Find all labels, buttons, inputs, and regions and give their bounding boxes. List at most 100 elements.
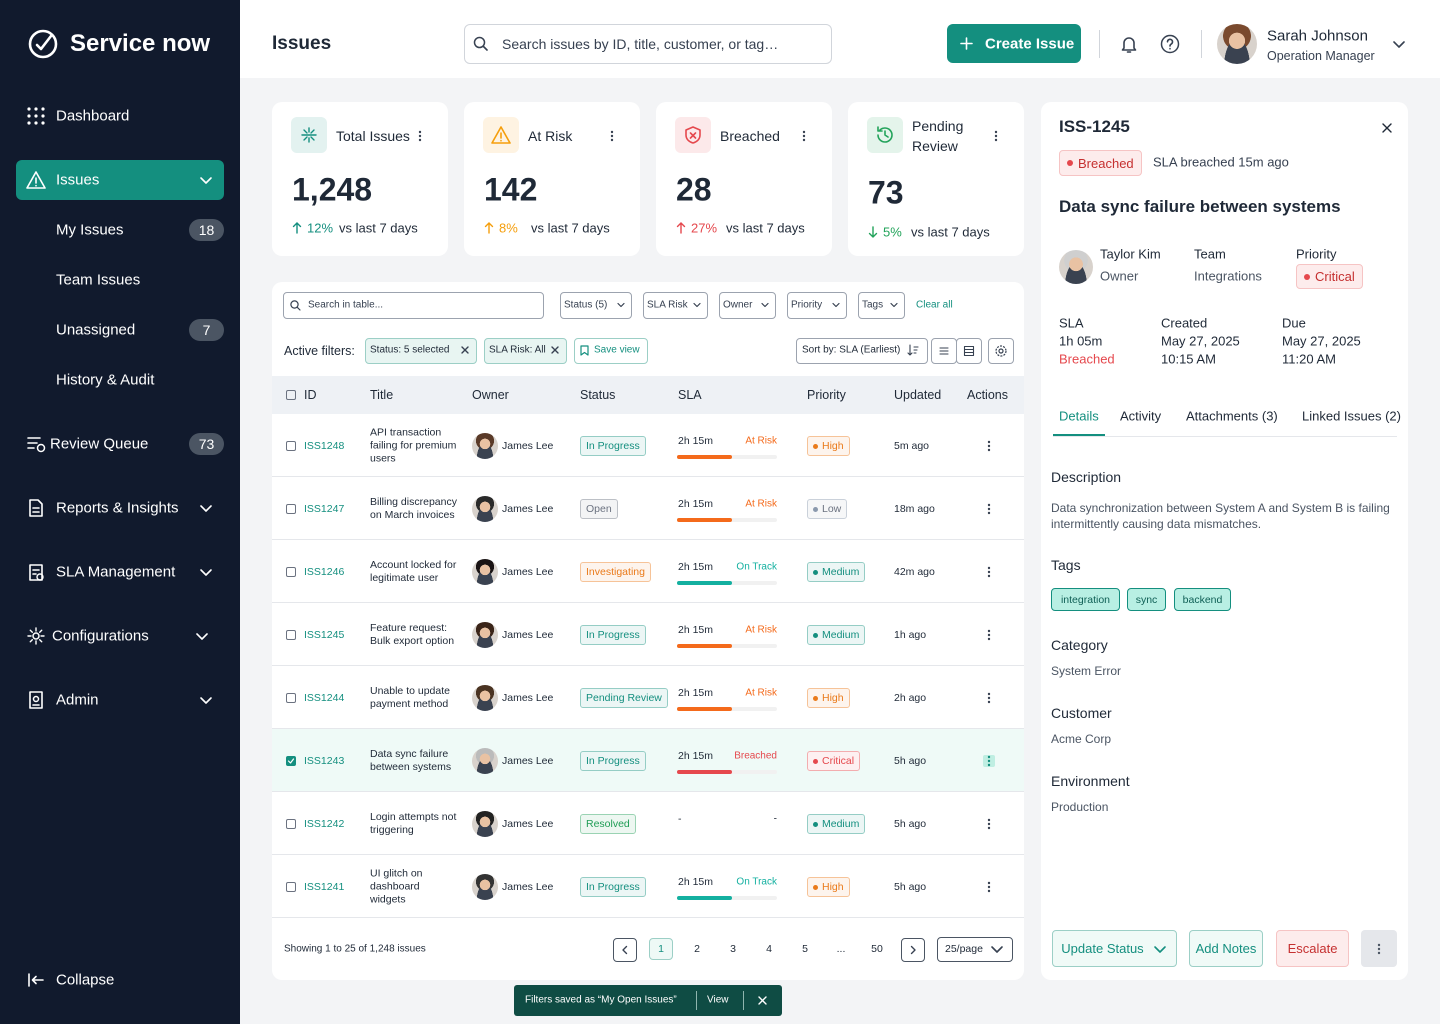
icon-part: [693, 302, 701, 308]
updated: 5m ago: [894, 440, 930, 452]
kpi-value: 142: [484, 171, 538, 208]
row-checkbox[interactable]: [286, 441, 296, 451]
table-row[interactable]: [272, 414, 1024, 477]
clear-all[interactable]: Clear all: [916, 299, 953, 311]
chip-remove[interactable]: [551, 346, 559, 354]
kpi-icon: [867, 117, 903, 153]
detail-close[interactable]: [1382, 123, 1392, 133]
row-checkbox[interactable]: [286, 882, 296, 892]
nav-subitem[interactable]: Unassigned: [56, 321, 136, 339]
row-actions[interactable]: [983, 692, 995, 704]
nav-item[interactable]: Reports & Insights: [56, 499, 179, 517]
row-checkbox[interactable]: [286, 693, 296, 703]
row-actions[interactable]: [983, 629, 995, 641]
column-header: SLA: [678, 388, 702, 402]
row-checkbox[interactable]: [286, 630, 296, 640]
kpi-menu[interactable]: [606, 130, 618, 142]
action-chevron: [1152, 941, 1168, 957]
table-row[interactable]: [272, 792, 1024, 855]
row-actions[interactable]: [983, 566, 995, 578]
filter-dropdown[interactable]: [643, 292, 708, 319]
search-box[interactable]: [464, 24, 832, 64]
table-row[interactable]: [272, 729, 1024, 792]
tab[interactable]: Activity: [1120, 408, 1162, 424]
page-button[interactable]: 5: [802, 943, 808, 955]
save-view[interactable]: [574, 338, 648, 364]
row-checkbox[interactable]: [286, 756, 296, 766]
chip-remove[interactable]: [461, 346, 469, 354]
issue-id[interactable]: ISS1245: [304, 629, 345, 641]
icon-part: [994, 138, 998, 142]
header-checkbox[interactable]: [286, 390, 296, 400]
action-button[interactable]: Add Notes: [1189, 930, 1263, 967]
tab[interactable]: Attachments (3): [1186, 408, 1278, 424]
view-toggle[interactable]: [931, 338, 957, 364]
view-toggle[interactable]: [988, 338, 1014, 364]
row-checkbox[interactable]: [286, 819, 296, 829]
page-button[interactable]: 3: [730, 943, 736, 955]
kpi-menu[interactable]: [990, 130, 1002, 142]
filter-dropdown[interactable]: [787, 292, 847, 319]
row-checkbox[interactable]: [286, 567, 296, 577]
save-view-label[interactable]: Save view: [594, 344, 640, 356]
table-row[interactable]: [272, 855, 1024, 918]
detail-section: Environment: [1051, 773, 1130, 789]
action-button[interactable]: Escalate: [1276, 930, 1349, 967]
nav-subitem[interactable]: Team Issues: [56, 271, 141, 289]
toast-action[interactable]: View: [707, 994, 729, 1006]
nav-item[interactable]: Dashboard: [56, 107, 130, 125]
icon-part: [551, 346, 559, 354]
kpi-change: 27%: [691, 220, 718, 236]
row-actions[interactable]: [983, 818, 995, 830]
page-arrow[interactable]: [901, 938, 925, 962]
page-button[interactable]: 4: [766, 943, 772, 955]
filter-dropdown[interactable]: [858, 292, 905, 319]
icon-part: [36, 573, 44, 581]
filter-dropdown[interactable]: [719, 292, 776, 319]
collapse[interactable]: Collapse: [56, 971, 115, 989]
issue-id[interactable]: ISS1243: [304, 755, 345, 767]
page-button[interactable]: 50: [871, 943, 883, 955]
table-search[interactable]: [283, 292, 544, 319]
nav-item[interactable]: Issues: [56, 171, 100, 189]
create-label[interactable]: Create Issue: [985, 35, 1075, 53]
row-actions[interactable]: [983, 755, 995, 767]
toast-close[interactable]: [758, 996, 767, 1005]
kpi-menu[interactable]: [798, 130, 810, 142]
issue-id[interactable]: ISS1246: [304, 566, 345, 578]
table-row[interactable]: [272, 603, 1024, 666]
row-actions[interactable]: [983, 503, 995, 515]
kpi-menu[interactable]: [414, 130, 426, 142]
issue-id[interactable]: ISS1247: [304, 503, 345, 515]
page-button[interactable]: 1: [649, 938, 673, 960]
detail-panel: [1041, 102, 1408, 980]
filter-dropdown[interactable]: [560, 292, 632, 319]
row-actions[interactable]: [983, 440, 995, 452]
tab[interactable]: Details: [1059, 408, 1099, 424]
nav-subitem[interactable]: History & Audit: [56, 371, 155, 389]
nav-active[interactable]: [16, 160, 224, 200]
page-size[interactable]: [937, 937, 1013, 962]
issue-id[interactable]: ISS1248: [304, 440, 345, 452]
issue-id[interactable]: ISS1244: [304, 692, 345, 704]
row-checkbox[interactable]: [286, 504, 296, 514]
nav-item[interactable]: Configurations: [52, 627, 149, 645]
row-actions[interactable]: [983, 881, 995, 893]
badge-dot: [1304, 273, 1310, 280]
tab[interactable]: Linked Issues (2): [1302, 408, 1401, 424]
page-button[interactable]: ...: [836, 943, 846, 955]
nav-subitem[interactable]: My Issues: [56, 221, 124, 239]
view-toggle[interactable]: [956, 338, 982, 364]
sort-box[interactable]: [796, 338, 928, 364]
issue-id[interactable]: ISS1242: [304, 818, 345, 830]
page-button[interactable]: 2: [694, 943, 700, 955]
issue-id[interactable]: ISS1241: [304, 881, 345, 893]
action-button[interactable]: Update Status: [1052, 930, 1177, 967]
page-arrow[interactable]: [613, 938, 637, 962]
nav-item[interactable]: Admin: [56, 691, 99, 709]
nav-item[interactable]: Review Queue: [50, 435, 149, 453]
nav-item[interactable]: SLA Management: [56, 563, 176, 581]
table-row[interactable]: [272, 477, 1024, 540]
more-button[interactable]: [1361, 930, 1397, 967]
icon-part: [868, 226, 878, 238]
